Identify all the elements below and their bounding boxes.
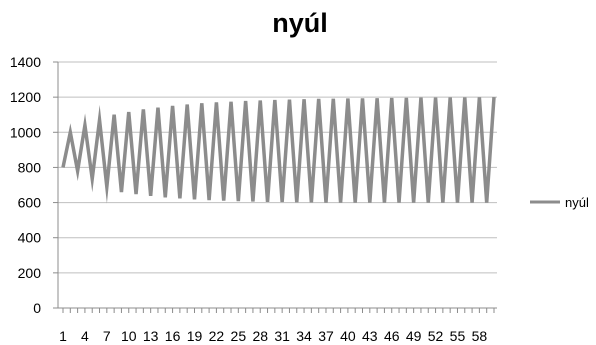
x-tick-label: 16	[165, 328, 181, 344]
y-tick-label: 200	[18, 265, 42, 281]
x-tick-label: 43	[362, 328, 378, 344]
x-tick-label: 22	[209, 328, 225, 344]
series-line	[61, 97, 496, 204]
y-tick-label: 1000	[10, 124, 41, 140]
legend: nyúl	[530, 195, 589, 210]
x-axis-tick-labels: 1 4 7 10 13 16 19 22 25 28 31 34 37 40 43 46 49 52 55 58	[59, 328, 487, 344]
x-tick-label: 40	[340, 328, 356, 344]
x-tick-label: 25	[231, 328, 247, 344]
x-tick-label: 4	[81, 328, 89, 344]
x-tick-label: 34	[296, 328, 312, 344]
y-tick-label: 1400	[10, 54, 41, 70]
x-tick-label: 46	[384, 328, 400, 344]
x-tick-label: 49	[406, 328, 422, 344]
y-tick-label: 600	[18, 195, 42, 211]
y-tick-label: 1200	[10, 89, 41, 105]
y-tick-label: 0	[33, 300, 41, 316]
x-tick-label: 1	[59, 328, 67, 344]
x-tick-label: 52	[428, 328, 444, 344]
y-axis-tick-labels: 0 200 400 600 800 1000 1200 1400	[10, 54, 41, 316]
x-tick-label: 13	[143, 328, 159, 344]
x-tick-label: 7	[103, 328, 111, 344]
x-tick-label: 10	[121, 328, 137, 344]
axes	[53, 61, 497, 313]
chart-title: nyúl	[272, 8, 328, 38]
x-tick-label: 31	[274, 328, 290, 344]
x-tick-label: 19	[187, 328, 203, 344]
y-tick-label: 800	[18, 159, 42, 175]
x-tick-label: 37	[318, 328, 334, 344]
x-tick-label: 28	[252, 328, 268, 344]
x-tick-label: 58	[472, 328, 488, 344]
y-tick-label: 400	[18, 230, 42, 246]
series-layer	[61, 97, 496, 204]
x-tick-label: 55	[450, 328, 466, 344]
legend-label: nyúl	[565, 195, 589, 210]
